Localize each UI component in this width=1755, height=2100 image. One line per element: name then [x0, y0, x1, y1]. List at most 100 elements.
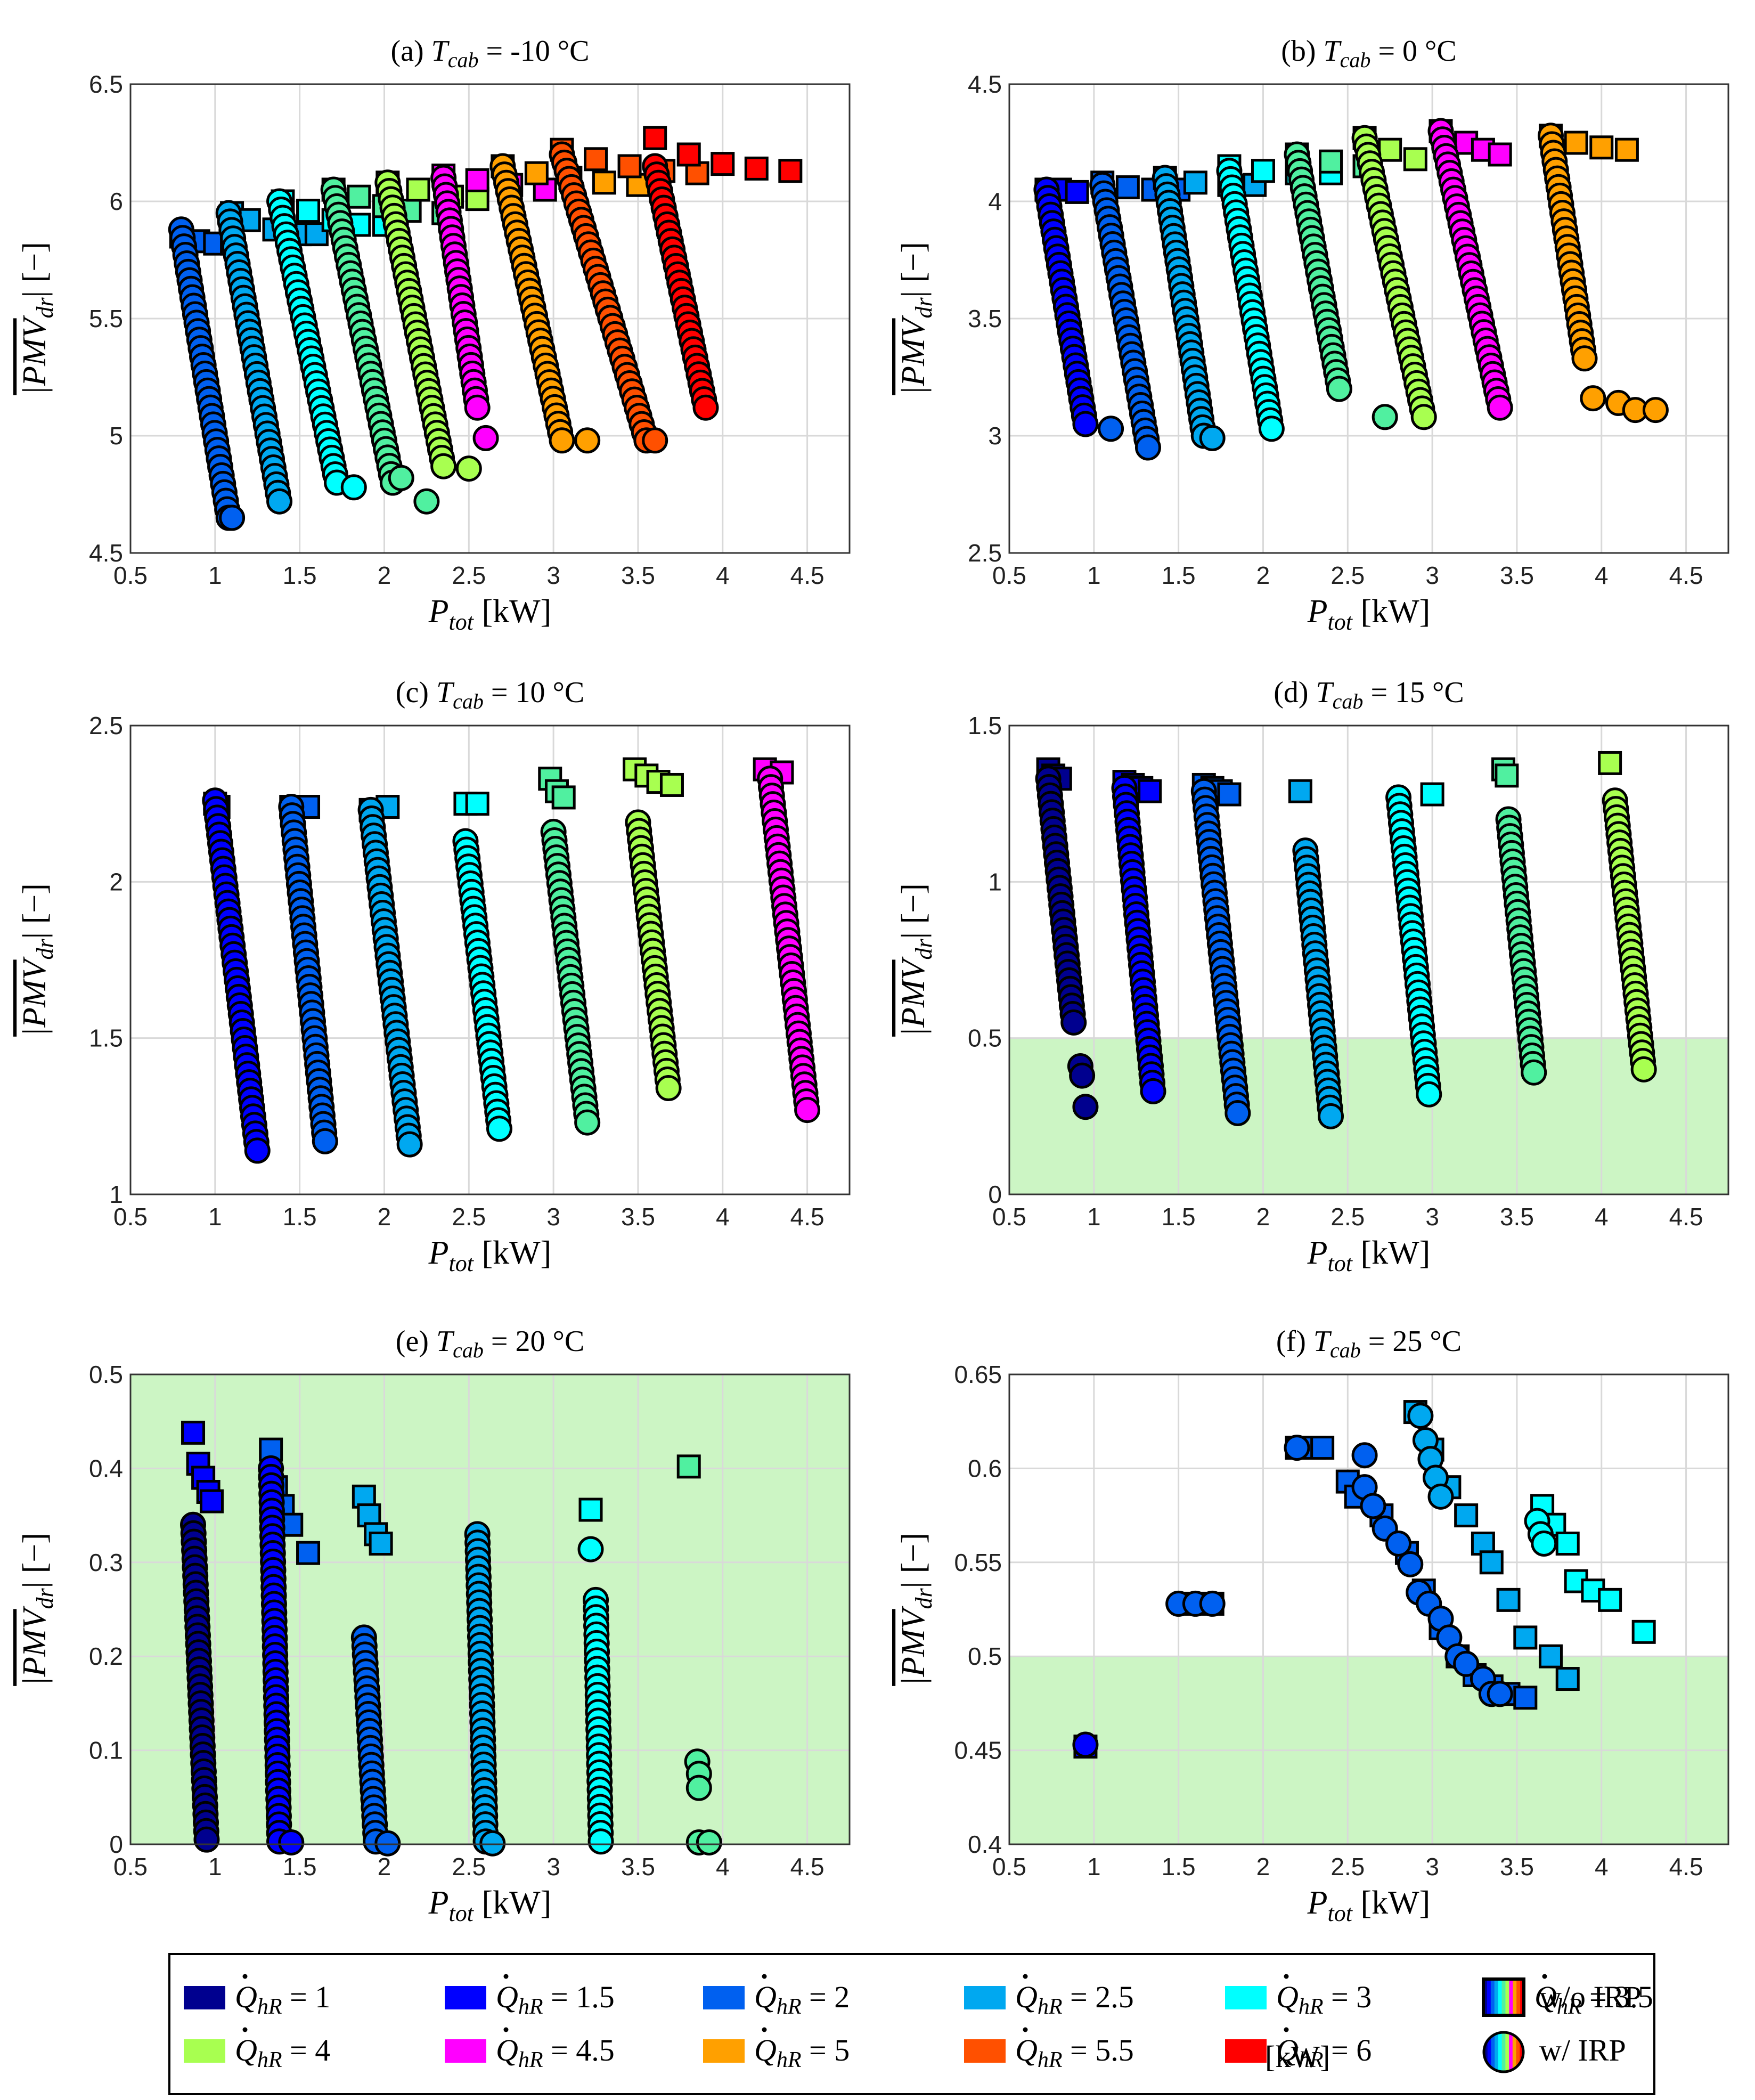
square-marker-swatch	[1482, 1977, 1525, 2017]
square-point	[1065, 180, 1089, 204]
x-tick-label: 3	[1425, 561, 1439, 589]
square-point	[744, 156, 769, 181]
x-tick-label: 2	[1256, 1853, 1270, 1881]
subplot-title: (d) Tcab = 15 °C	[1274, 676, 1464, 713]
square-point	[347, 184, 371, 209]
y-tick-label: 1.5	[968, 712, 1002, 739]
legend-swatch	[445, 1986, 486, 2009]
circle-point	[340, 474, 367, 501]
square-point	[1217, 782, 1242, 807]
swatch-stripe	[1487, 1979, 1491, 2015]
axes-frame	[129, 725, 851, 1195]
circle-point	[1360, 1493, 1386, 1519]
y-axis-label: |PMVdr| [−]	[17, 242, 58, 395]
comfort-zone	[1009, 1038, 1728, 1194]
square-point	[369, 1532, 393, 1556]
x-tick-label: 2.5	[1330, 561, 1365, 589]
swatch-stripe	[1491, 2032, 1495, 2072]
circle-point	[455, 455, 482, 482]
circle-point	[472, 425, 499, 451]
q-dot-accent	[1284, 2027, 1289, 2032]
x-tick-label: 4.5	[1669, 1853, 1703, 1881]
y-tick-label: 2.5	[968, 539, 1002, 567]
legend-item-label: QhR = 4	[235, 2033, 330, 2072]
y-tick-label: 0.65	[954, 1361, 1002, 1388]
square-point	[1378, 137, 1402, 162]
y-tick-label: 2.5	[89, 712, 123, 739]
swatch-stripe	[1509, 1979, 1513, 2015]
y-axis-label: |PMVdr| [−]	[17, 883, 58, 1037]
square-point	[524, 161, 549, 185]
x-tick-label: 0.5	[113, 1203, 148, 1231]
x-tick-label: 3	[546, 1203, 560, 1231]
y-tick-label: 0.2	[89, 1642, 123, 1670]
circle-point	[1487, 394, 1513, 421]
legend-item-q-4: QhR = 4	[184, 2027, 330, 2072]
legend-swatch	[703, 2039, 745, 2063]
square-point	[1631, 1619, 1656, 1644]
circle-point	[374, 1830, 401, 1857]
y-tick-label: 6.5	[89, 70, 123, 98]
square-point	[578, 1497, 603, 1522]
x-tick-label: 1	[1087, 1853, 1101, 1881]
circle-point	[1326, 376, 1352, 402]
square-point	[296, 1541, 321, 1565]
circle-point	[1072, 1731, 1099, 1758]
circle-point	[219, 504, 246, 531]
y-axis-label: |PMVdr| [−]	[895, 883, 937, 1037]
y-tick-label: 4.5	[89, 539, 123, 567]
x-axis-label: Ptot [kW]	[428, 593, 552, 635]
circle-point	[1427, 1483, 1454, 1510]
axes-frame	[1008, 1373, 1729, 1845]
circle-point	[278, 1829, 305, 1855]
circle-point	[696, 1829, 722, 1855]
circle-swatch-fill	[1484, 2032, 1523, 2072]
y-tick-label: 0.5	[968, 1642, 1002, 1670]
square-point	[1614, 137, 1639, 162]
y-tick-label: 0.4	[89, 1454, 123, 1482]
x-tick-label: 1	[208, 561, 222, 589]
legend-items: QhR = 1 QhR = 1.5 QhR = 2 QhR = 2.5 QhR = 3 Q…	[184, 1974, 1653, 2072]
legend-item-q-4-5: QhR = 4.5	[445, 2027, 615, 2072]
x-tick-label: 4	[716, 561, 730, 589]
circle-point	[1630, 1056, 1657, 1082]
circle-point	[464, 394, 491, 421]
x-axis-label: Ptot [kW]	[428, 1885, 552, 1926]
x-tick-label: 1.5	[1162, 561, 1196, 589]
legend-swatch	[1225, 2039, 1267, 2063]
circle-point	[1410, 404, 1437, 430]
y-tick-label: 0	[109, 1830, 123, 1858]
square-point	[711, 152, 735, 176]
swatch-stripe	[1505, 2032, 1509, 2072]
subplot-c: 0.5 1 1.5 2 2.5 3 3.5 4 4.511.522.5(c) Tcab = 10…	[17, 676, 851, 1276]
square-point	[296, 199, 321, 223]
y-tick-label: 4.5	[968, 70, 1002, 98]
legend-item-label: QhR = 2.5	[1015, 1980, 1134, 2019]
circle-point	[1571, 345, 1598, 372]
x-tick-label: 0.5	[992, 1853, 1026, 1881]
y-tick-label: 0.5	[968, 1024, 1002, 1052]
x-axis-label: Ptot [kW]	[1307, 1885, 1431, 1926]
square-point	[1183, 170, 1207, 195]
circle-point	[1134, 434, 1161, 461]
legend-item-label: QhR = 5.5	[1015, 2033, 1134, 2072]
square-point	[1513, 1625, 1538, 1650]
swatch-stripe	[1501, 1979, 1506, 2015]
y-tick-label: 1	[109, 1181, 123, 1208]
x-tick-label: 1.5	[1162, 1203, 1196, 1231]
circle-point	[1642, 397, 1669, 424]
swatch-border	[1482, 2031, 1525, 2073]
square-point	[181, 1420, 206, 1445]
subplot-grid: 0.5 1 1.5 2 2.5 3 3.5 4 4.54.555.566.5(a) Tcab =…	[17, 35, 1729, 1926]
circle-point	[574, 427, 601, 454]
legend-swatch	[964, 2039, 1006, 2063]
circle-point	[413, 488, 440, 515]
data-marks	[1033, 118, 1669, 461]
square-point	[1403, 147, 1427, 172]
swatch-stripe	[1483, 1979, 1488, 2015]
y-tick-label: 0.45	[954, 1737, 1002, 1764]
x-tick-label: 3.5	[621, 561, 655, 589]
subplot-title: (e) Tcab = 20 °C	[396, 1325, 584, 1362]
legend-item-q-1-5: QhR = 1.5	[445, 1974, 615, 2019]
x-tick-label: 3.5	[621, 1203, 655, 1231]
